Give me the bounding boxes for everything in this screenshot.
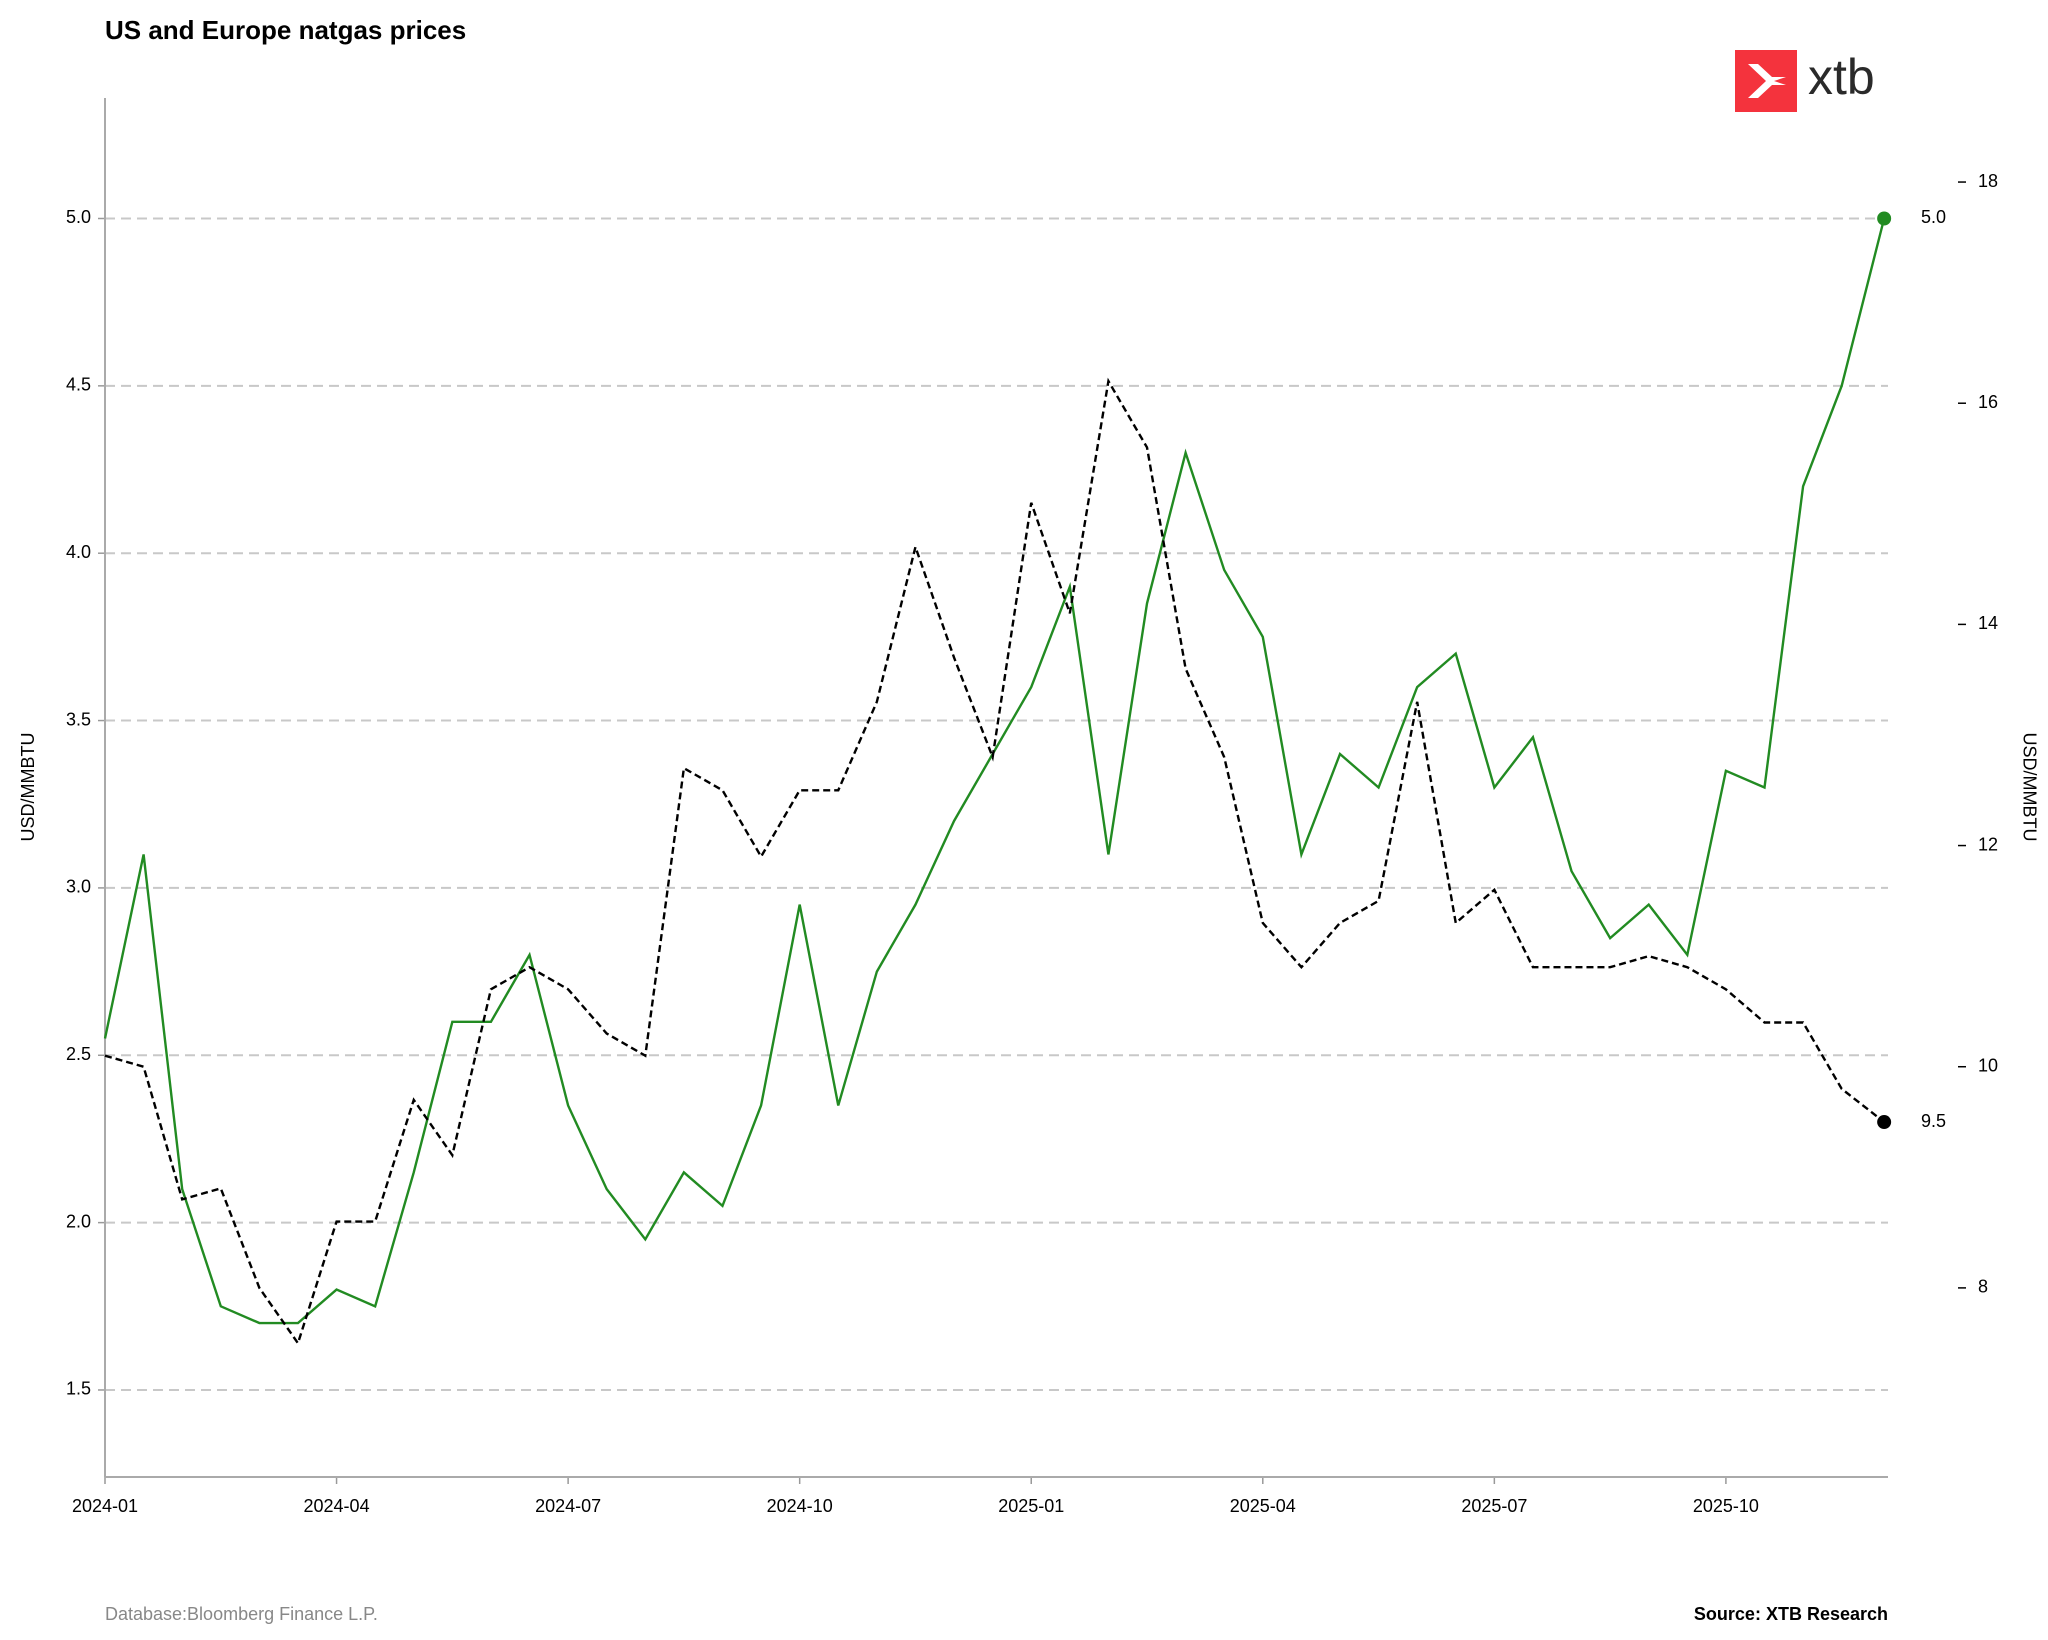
x-tick-label: 2025-07 [1461, 1496, 1527, 1516]
source-note: Database:Bloomberg Finance L.P. [105, 1604, 378, 1624]
source: Source: XTB Research [1694, 1604, 1888, 1624]
y2-tick-label: 18 [1978, 171, 1998, 191]
x-tick-label: 2024-07 [535, 1496, 601, 1516]
y-axis-label: USD/MMBTU [18, 733, 38, 842]
y2-tick-label: 8 [1978, 1277, 1988, 1297]
end-point [1877, 211, 1892, 226]
series-line [104, 377, 1885, 1346]
logo: xtb [1735, 49, 1875, 112]
x-tick-label: 2024-10 [767, 1496, 833, 1516]
y2-tick-label: 16 [1978, 392, 1998, 412]
x-tick-label: 2024-04 [304, 1496, 370, 1516]
series-line [103, 218, 1886, 1325]
y-tick-label: 3.0 [66, 877, 91, 897]
y2-tick-label: 10 [1978, 1055, 1998, 1075]
x-tick-label: 2024-01 [72, 1496, 138, 1516]
y-tick-label: 3.5 [66, 709, 91, 729]
y-tick-label: 5.0 [66, 207, 91, 227]
x-tick-label: 2025-01 [998, 1496, 1064, 1516]
y-tick-label: 2.0 [66, 1211, 91, 1231]
y2-tick-label: 14 [1978, 613, 1998, 633]
logo-mark [1748, 64, 1786, 98]
end-point [1877, 1115, 1892, 1130]
x-tick-label: 2025-04 [1230, 1496, 1296, 1516]
y2-tick-label: 12 [1978, 834, 1998, 854]
y-tick-label: 4.5 [66, 375, 91, 395]
y-tick-label: 2.5 [66, 1044, 91, 1064]
y-tick-label: 1.5 [66, 1379, 91, 1399]
y-tick-label: 4.0 [66, 542, 91, 562]
x-tick-label: 2025-10 [1693, 1496, 1759, 1516]
logo-text: xtb [1808, 49, 1875, 105]
value-label: 5.0 [1921, 207, 1946, 227]
chart-title: US and Europe natgas prices [105, 15, 466, 45]
y2-axis-label: USD/MMBTU [2019, 733, 2039, 842]
value-label: 9.5 [1921, 1111, 1946, 1131]
